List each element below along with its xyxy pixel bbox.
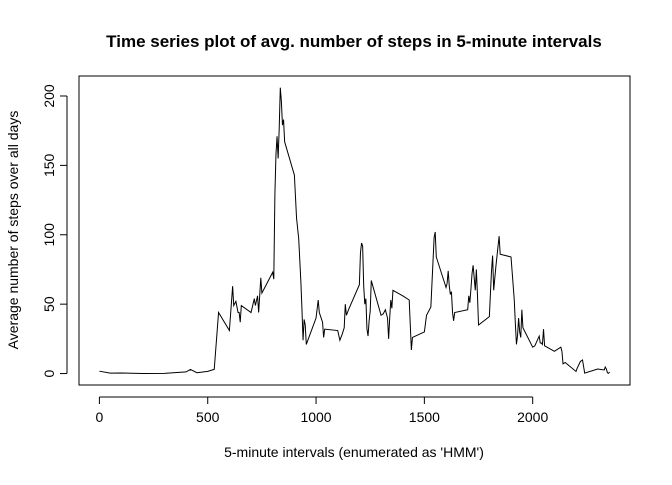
data-line (99, 87, 610, 375)
y-tick-label: 100 (41, 223, 57, 247)
x-tick-label: 500 (196, 409, 220, 425)
x-tick-label: 1000 (300, 409, 331, 425)
x-axis-label: 5-minute intervals (enumerated as 'HMM') (224, 444, 484, 460)
y-tick-label: 50 (41, 296, 57, 312)
y-tick-label: 200 (41, 84, 57, 108)
y-tick-label: 0 (41, 369, 57, 377)
x-tick-label: 2000 (517, 409, 548, 425)
x-tick-label: 1500 (409, 409, 440, 425)
y-tick-label: 150 (41, 153, 57, 177)
chart-title: Time series plot of avg. number of steps… (106, 32, 602, 51)
x-tick-label: 0 (96, 409, 104, 425)
plot-frame (78, 75, 631, 386)
y-axis-label: Average number of steps over all days (5, 111, 21, 350)
